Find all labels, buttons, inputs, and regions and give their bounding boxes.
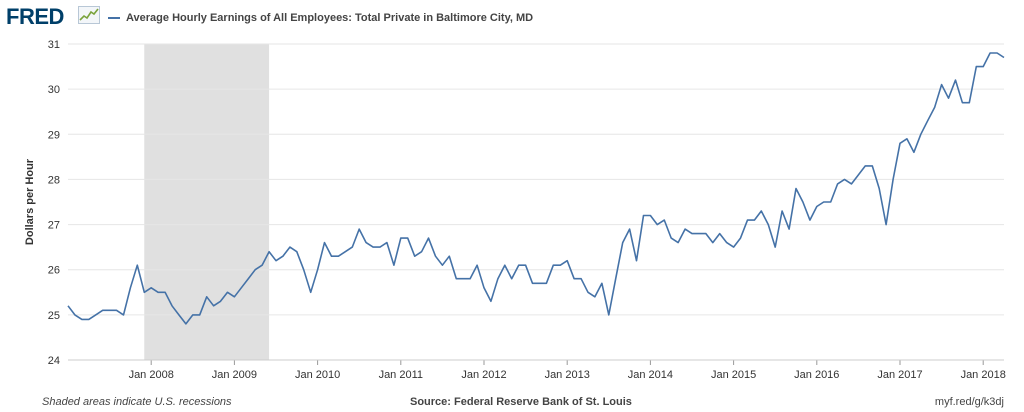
x-tick-label: Jan 2010 <box>295 369 340 381</box>
y-tick-label: 26 <box>48 265 60 277</box>
y-tick-label: 30 <box>48 84 60 96</box>
recession-shading <box>144 44 270 360</box>
x-tick-label: Jan 2008 <box>129 369 174 381</box>
y-tick-label: 28 <box>48 174 60 186</box>
chart-line-icon <box>78 6 100 24</box>
x-tick-label: Jan 2016 <box>794 369 839 381</box>
x-tick-label: Jan 2018 <box>961 369 1006 381</box>
y-tick-label: 27 <box>48 220 60 232</box>
x-tick-label: Jan 2015 <box>711 369 756 381</box>
x-tick-label: Jan 2011 <box>379 369 423 381</box>
short-link[interactable]: myf.red/g/k3dj <box>934 396 1004 408</box>
legend-label: Average Hourly Earnings of All Employees… <box>126 12 534 24</box>
x-tick-label: Jan 2012 <box>461 369 506 381</box>
chart-header: FRED Average Hourly Earnings of All Empl… <box>0 0 1024 36</box>
legend-swatch <box>108 17 120 19</box>
recession-note: Shaded areas indicate U.S. recessions <box>42 396 232 408</box>
fred-logo[interactable]: FRED <box>6 4 64 29</box>
y-tick-label: 25 <box>48 310 60 322</box>
x-tick-label: Jan 2017 <box>877 369 922 381</box>
y-tick-label: 29 <box>48 129 60 141</box>
y-tick-label: 31 <box>48 39 60 51</box>
source-text: Source: Federal Reserve Bank of St. Loui… <box>410 396 632 408</box>
chart-legend: Average Hourly Earnings of All Employees… <box>108 11 533 25</box>
x-tick-label: Jan 2013 <box>545 369 590 381</box>
y-tick-label: 24 <box>48 355 60 367</box>
x-tick-label: Jan 2014 <box>628 369 673 381</box>
chart-footer: Shaded areas indicate U.S. recessions So… <box>0 394 1024 412</box>
line-chart: 24 25 26 27 28 29 30 31 Jan 2008 Jan 2009 Jan 2010… <box>48 39 1006 381</box>
series-line <box>67 52 1005 325</box>
x-tick-label: Jan 2009 <box>212 369 257 381</box>
